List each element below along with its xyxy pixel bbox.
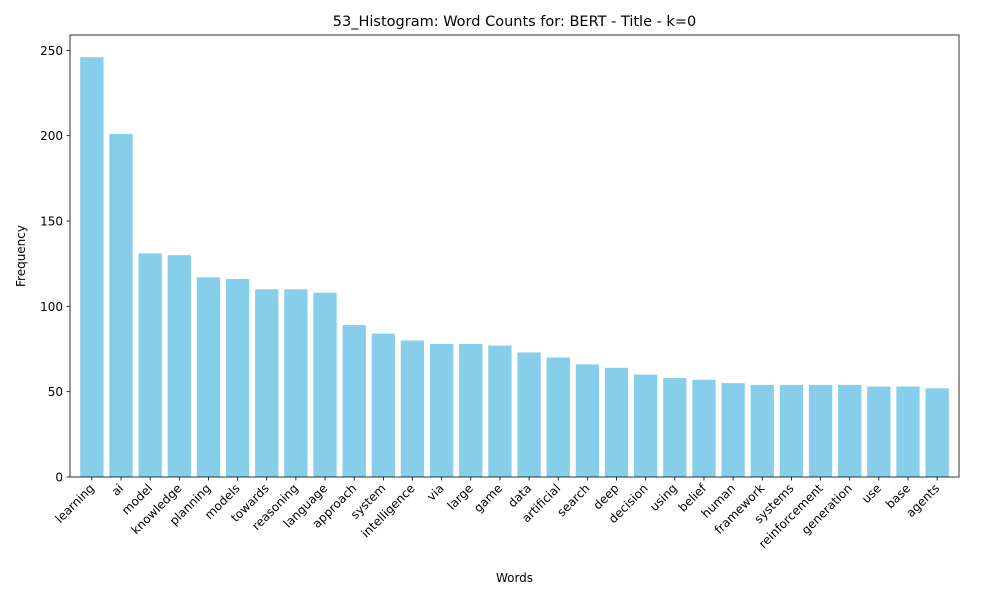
- bar-generation: [838, 384, 862, 477]
- x-tick-label: via: [424, 481, 446, 503]
- chart-title: 53_Histogram: Word Counts for: BERT - Ti…: [333, 14, 696, 30]
- y-tick-label: 100: [40, 300, 63, 314]
- bar-intelligence: [400, 340, 425, 477]
- x-tick-label: agents: [903, 481, 942, 520]
- x-tick-label: game: [471, 481, 505, 515]
- x-tick-label: use: [859, 481, 884, 506]
- x-tick-label: learning: [52, 481, 97, 526]
- bar-deep: [604, 367, 629, 477]
- bar-reinforcement: [808, 384, 833, 477]
- y-tick-label: 0: [55, 471, 63, 485]
- bar-belief: [692, 379, 716, 477]
- bar-search: [575, 364, 600, 477]
- bar-ai: [109, 133, 133, 477]
- y-axis-title: Frequency: [14, 225, 28, 287]
- y-tick-label: 250: [40, 44, 63, 58]
- bar-models: [225, 279, 250, 477]
- bar-reasoning: [284, 289, 308, 477]
- x-tick-label: large: [444, 481, 475, 512]
- bar-large: [459, 343, 483, 477]
- x-axis: learning aimodelknowledgeplanningmodelsto…: [52, 477, 942, 551]
- bar-data: [517, 352, 541, 477]
- x-tick-label: using: [647, 481, 680, 514]
- bar-learning: [80, 57, 104, 477]
- bar-knowledge: [167, 255, 191, 477]
- y-tick-label: 50: [48, 385, 63, 399]
- bar-base: [896, 386, 920, 477]
- bar-planning: [196, 277, 221, 477]
- bar-towards: [255, 289, 279, 477]
- bar-game: [488, 345, 512, 477]
- x-axis-title: Words: [496, 571, 533, 585]
- bar-human: [721, 383, 745, 477]
- bars-group: [80, 57, 949, 477]
- plot-frame: [69, 34, 960, 478]
- y-axis: 0 50 100 150 200 250: [40, 44, 70, 485]
- y-tick-label: 200: [40, 129, 63, 143]
- x-tick-label: search: [554, 481, 592, 519]
- bar-decision: [634, 374, 658, 477]
- bar-approach: [342, 325, 366, 477]
- bar-using: [663, 378, 687, 477]
- bar-via: [429, 343, 454, 477]
- bar-agents: [925, 388, 949, 477]
- bar-use: [867, 386, 891, 477]
- bar-system: [371, 333, 395, 477]
- bar-framework: [750, 384, 774, 477]
- y-tick-label: 150: [40, 215, 63, 229]
- bar-artificial: [546, 357, 570, 477]
- bar-model: [138, 253, 162, 477]
- bar-language: [313, 292, 337, 477]
- bar-systems: [779, 384, 804, 477]
- x-tick-label: ai: [109, 481, 126, 498]
